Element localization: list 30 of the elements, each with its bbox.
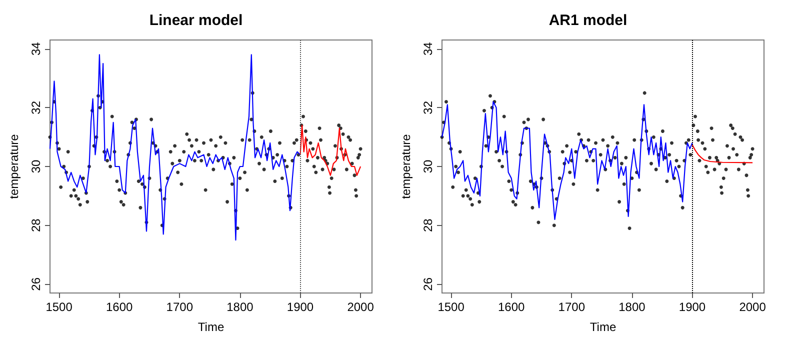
x-tick-label: 1600	[106, 300, 134, 314]
y-tick-label: 34	[421, 42, 435, 56]
x-axis-title: Time	[198, 320, 224, 334]
x-tick-label: 1700	[558, 300, 586, 314]
y-axis-title: temperature	[7, 134, 21, 199]
y-tick-label: 28	[421, 218, 435, 232]
y-tick-label: 34	[29, 42, 43, 56]
x-tick-label: 1900	[678, 300, 706, 314]
y-tick-label: 28	[29, 218, 43, 232]
chart-title: Linear model	[149, 12, 243, 29]
x-tick-label: 2000	[347, 300, 374, 314]
x-tick-label: 2000	[739, 300, 766, 314]
y-tick-label: 26	[421, 277, 435, 291]
line-series	[441, 101, 693, 220]
y-axis-title: temperature	[399, 134, 413, 199]
x-tick-label: 1500	[438, 300, 465, 314]
x-tick-label: 1800	[226, 300, 254, 314]
y-tick-label: 32	[421, 100, 435, 114]
y-tick-label: 30	[421, 160, 435, 174]
x-tick-label: 1700	[166, 300, 194, 314]
chart-title: AR1 model	[548, 12, 628, 29]
x-tick-label: 1900	[286, 300, 314, 314]
y-tick-label: 26	[29, 277, 43, 291]
x-tick-label: 1600	[498, 300, 526, 314]
y-tick-label: 32	[29, 100, 43, 114]
line-series	[49, 54, 301, 241]
y-tick-label: 30	[29, 160, 43, 174]
x-tick-label: 1500	[46, 300, 73, 314]
x-axis-title: Time	[590, 320, 616, 334]
x-tick-label: 1800	[618, 300, 646, 314]
